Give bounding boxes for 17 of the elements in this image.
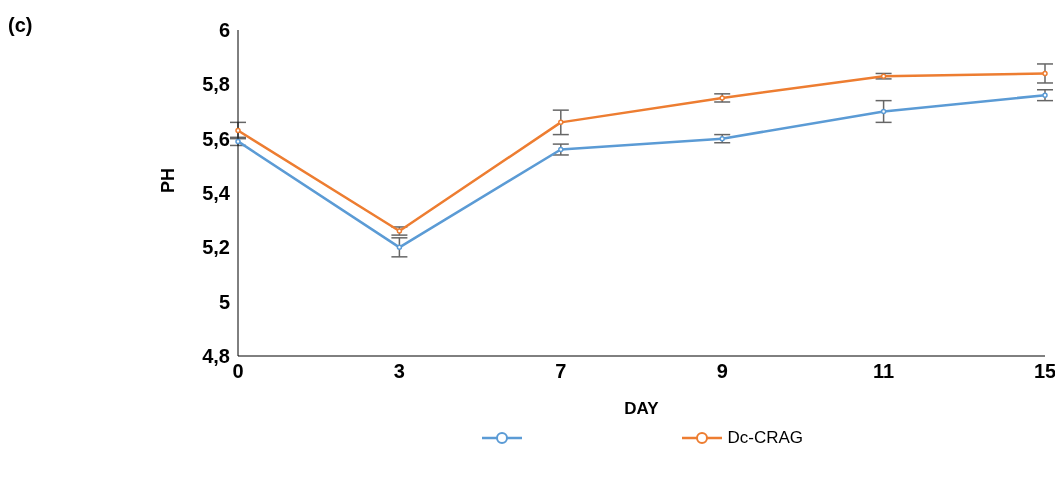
y-tick-label: 6: [218, 19, 230, 42]
x-tick-label: 3: [393, 360, 405, 383]
x-tick-label: 11: [873, 360, 895, 383]
y-tick-label: 5: [218, 290, 230, 313]
y-tick-label: 5,4: [202, 182, 231, 205]
y-tick-label: 5,2: [202, 236, 230, 259]
x-tick-label: 7: [555, 360, 567, 383]
x-axis-title: DAY: [624, 399, 660, 418]
legend-label: Dc-CRAG: [727, 428, 804, 448]
x-tick-label: 15: [1033, 360, 1057, 383]
x-tick-label: 0: [232, 360, 244, 383]
text: (c): [8, 14, 33, 37]
y-tick-label: 5,6: [202, 127, 230, 150]
y-tick-label: 4,8: [202, 345, 230, 368]
x-tick-label: 9: [716, 360, 728, 383]
y-axis-title: PH: [158, 167, 179, 193]
y-tick-label: 5,8: [202, 73, 230, 96]
